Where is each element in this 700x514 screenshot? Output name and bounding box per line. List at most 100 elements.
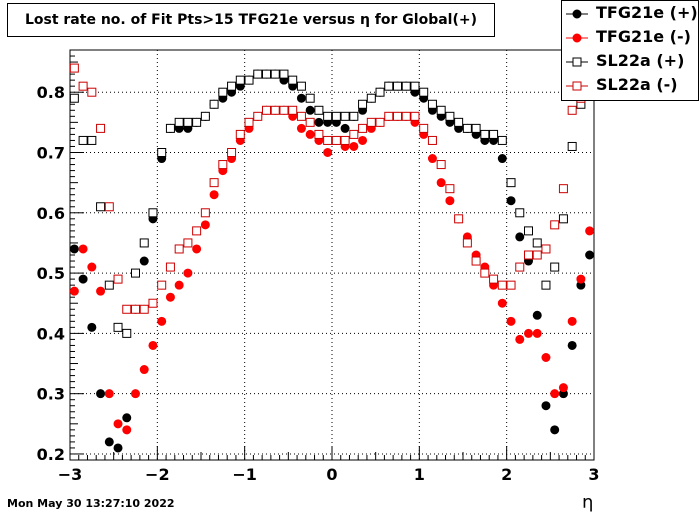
y-axis-ticks: 0.2 0.3 0.4 0.5 0.6 0.7 0.8: [37, 49, 84, 464]
data-point: [497, 280, 507, 290]
data-point: [131, 389, 140, 399]
grid-lines: [69, 50, 595, 460]
data-point: [305, 93, 315, 103]
data-point: [174, 280, 184, 290]
data-point: [96, 286, 106, 296]
data-point: [384, 111, 394, 121]
data-point: [279, 105, 289, 115]
data-point: [174, 244, 184, 254]
legend-symbol: [572, 81, 582, 91]
data-point: [69, 244, 79, 254]
legend-symbol: [572, 9, 582, 19]
data-point: [419, 123, 429, 133]
data-point: [515, 208, 525, 218]
data-point: [96, 202, 106, 212]
data-point: [296, 111, 306, 121]
data-point: [183, 117, 193, 127]
x-tick-label: 1: [414, 465, 425, 484]
data-point: [122, 328, 132, 338]
data-point: [305, 117, 315, 127]
y-tick-label: 0.5: [37, 264, 65, 283]
data-point: [218, 160, 228, 170]
data-point: [139, 365, 149, 375]
data-point: [462, 238, 472, 248]
data-point: [384, 81, 394, 91]
data-point: [279, 69, 289, 79]
data-point: [427, 154, 437, 164]
chart-title-box: Lost rate no. of Fit Pts>15 TFG21e versu…: [7, 3, 495, 37]
data-point: [462, 123, 472, 133]
data-point: [541, 401, 551, 411]
data-point: [323, 111, 333, 121]
x-tick-label: 3: [588, 465, 599, 484]
data-point: [218, 87, 228, 97]
data-point: [375, 87, 385, 97]
data-point: [541, 244, 551, 254]
data-point: [131, 304, 140, 314]
data-point: [393, 111, 402, 121]
x-axis-ticks: −3 −2 −1 0 1 2 3: [58, 446, 600, 484]
legend-symbol: [572, 57, 582, 67]
data-point: [366, 117, 376, 127]
data-point: [244, 75, 254, 85]
legend: TFG21e (+) TFG21e (-) SL22a (+) SL22a (-): [561, 0, 699, 101]
data-point: [340, 111, 350, 121]
data-point: [87, 322, 97, 332]
data-point: [401, 111, 411, 121]
data-point: [139, 256, 149, 266]
data-point: [122, 425, 132, 435]
legend-marker: [566, 33, 588, 43]
data-point: [480, 268, 490, 278]
data-point: [506, 196, 516, 206]
data-point: [331, 135, 341, 145]
data-point: [235, 129, 245, 139]
data-point: [165, 123, 175, 133]
data-point: [358, 123, 368, 133]
chart-title: Lost rate no. of Fit Pts>15 TFG21e versu…: [24, 12, 478, 28]
data-point: [174, 117, 184, 127]
data-point: [157, 280, 167, 290]
data-point: [139, 238, 149, 248]
data-point: [436, 105, 446, 115]
data-point: [524, 250, 533, 260]
data-point: [480, 129, 490, 139]
data-point: [209, 178, 219, 188]
data-point: [314, 117, 324, 127]
data-point: [104, 437, 114, 447]
data-point: [471, 123, 481, 133]
data-point: [349, 129, 359, 139]
x-tick-label: −2: [145, 465, 170, 484]
x-tick-label: −3: [58, 465, 83, 484]
data-point: [69, 63, 79, 73]
data-point: [358, 99, 368, 109]
y-tick-label: 0.8: [37, 83, 65, 102]
data-point: [113, 443, 123, 453]
data-point: [454, 214, 464, 224]
data-point: [87, 262, 97, 272]
data-point: [576, 274, 586, 284]
data-point: [349, 141, 359, 151]
data-point: [227, 148, 237, 157]
data-point: [497, 298, 507, 308]
data-point: [78, 274, 88, 284]
series-4: [69, 63, 595, 314]
data-point: [96, 123, 106, 133]
data-point: [305, 129, 315, 139]
data-point: [489, 274, 499, 284]
data-point: [113, 322, 123, 332]
x-tick-label: 0: [326, 465, 337, 484]
data-point: [567, 316, 577, 326]
data-point: [550, 262, 560, 272]
data-point: [288, 75, 298, 85]
data-point: [471, 256, 481, 266]
data-point: [200, 111, 210, 121]
data-point: [253, 111, 263, 121]
data-point: [550, 220, 560, 230]
data-point: [78, 81, 88, 91]
data-point: [305, 105, 315, 115]
data-point: [165, 262, 175, 272]
data-point: [524, 226, 533, 236]
data-point: [87, 135, 97, 145]
data-point: [69, 286, 79, 296]
data-point: [567, 105, 577, 115]
